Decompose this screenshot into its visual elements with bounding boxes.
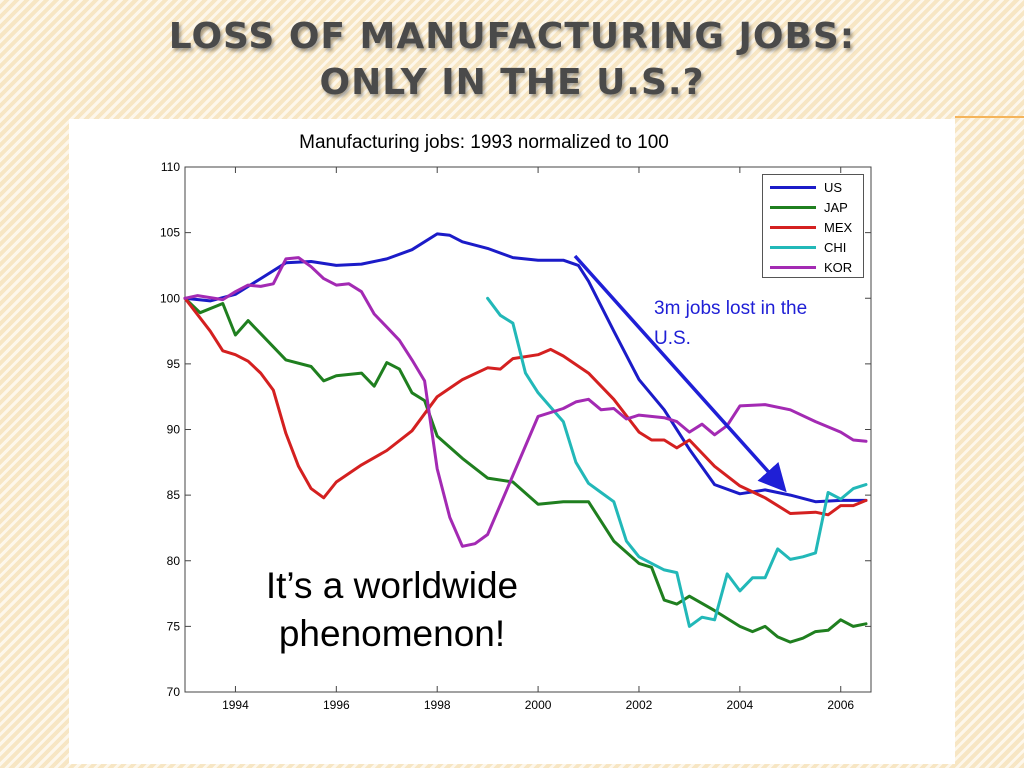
x-tick-label: 1998 [424,698,451,712]
legend-swatch-us [770,185,816,189]
legend-item-chi: CHI [763,237,863,257]
y-tick-label: 100 [160,291,180,305]
legend-item-mex: MEX [763,217,863,237]
y-tick-label: 90 [167,423,181,437]
legend-swatch-mex [770,225,816,229]
x-tick-label: 1996 [323,698,350,712]
callout-arrow [573,254,787,493]
legend-label-mex: MEX [824,219,853,235]
legend-item-jap: JAP [763,197,863,217]
x-tick-label: 2000 [525,698,552,712]
decorative-rule [955,116,1024,118]
slide-title: LOSS OF MANUFACTURING JOBS: ONLY IN THE … [0,14,1024,106]
legend-swatch-kor [770,265,816,269]
legend-swatch-jap [770,205,816,209]
x-tick-label: 1994 [222,698,249,712]
x-tick-label: 2002 [626,698,653,712]
legend-label-us: US [824,179,843,195]
y-tick-label: 75 [167,619,181,633]
legend-label-kor: KOR [824,259,853,275]
x-tick-label: 2006 [827,698,854,712]
series-line-mex [183,296,868,517]
series-group [183,232,868,644]
legend-item-us: US [763,177,863,197]
x-tick-label: 2004 [727,698,754,712]
y-tick-label: 85 [167,488,181,502]
slide-title-line2: ONLY IN THE U.S.? [319,62,705,103]
y-tick-label: 80 [167,554,181,568]
y-tick-label: 105 [160,226,180,240]
callout-text: 3m jobs lost in the U.S. [654,298,808,349]
legend-item-kor: KOR [763,257,863,277]
y-tick-label: 70 [167,685,181,699]
legend-label-chi: CHI [824,239,847,255]
axis-ticks: 70 75 80 85 90 95 100 105 110 1994 1996 1998 2000 200… [160,160,871,712]
worldwide-note: It’s a worldwide phenomenon! [265,565,519,654]
y-tick-label: 110 [161,160,180,174]
legend-swatch-chi [770,245,816,249]
series-line-us [183,232,868,504]
slide-title-line1: LOSS OF MANUFACTURING JOBS: [168,16,856,57]
series-line-jap [183,296,868,644]
chart-legend: US JAP MEX CHI KOR [762,174,864,278]
series-line-kor [183,256,868,548]
y-tick-label: 95 [167,357,181,371]
series-line-chi [486,296,868,628]
legend-label-jap: JAP [824,199,848,215]
chart-title: Manufacturing jobs: 1993 normalized to 1… [299,132,669,153]
